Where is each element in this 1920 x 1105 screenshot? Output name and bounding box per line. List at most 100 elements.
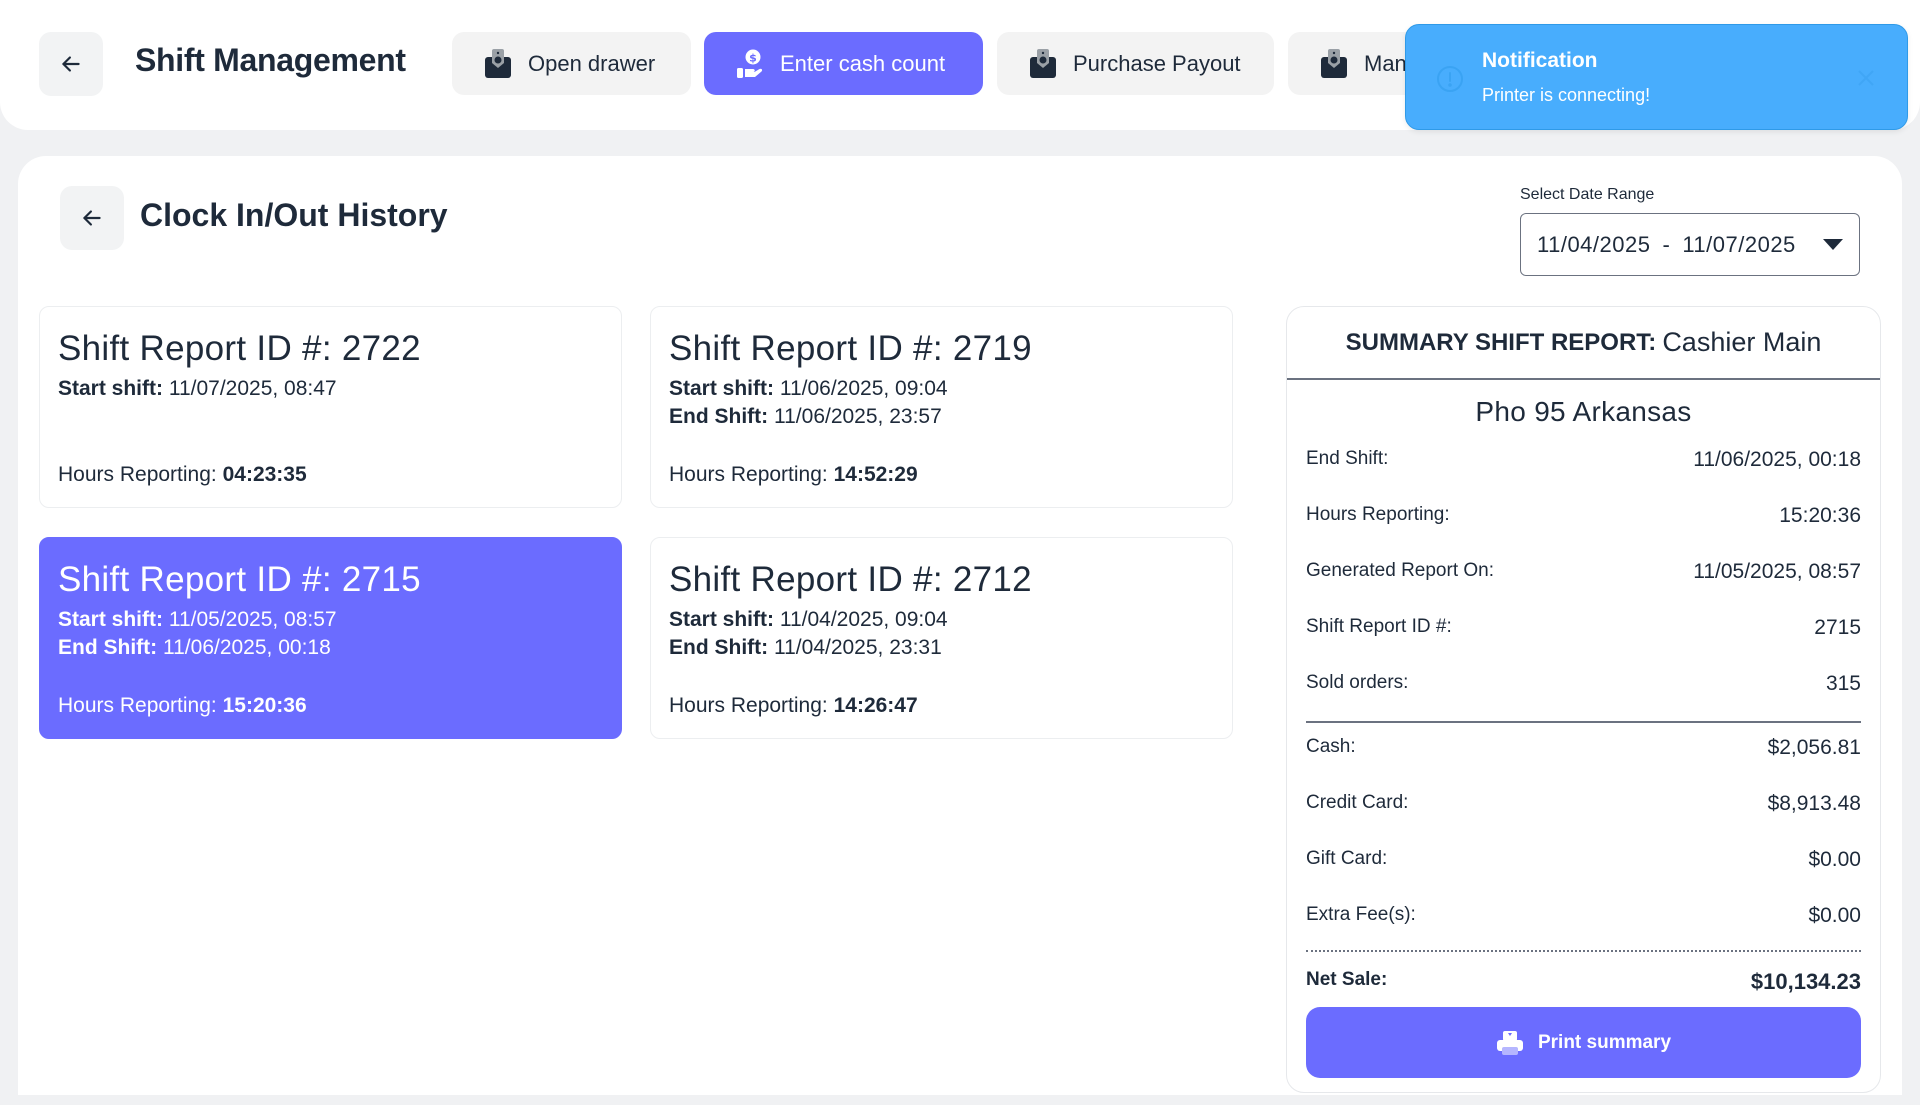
enter-cash-count-button[interactable]: $ Enter cash count (704, 32, 983, 95)
row-value: 15:20:36 (1779, 504, 1861, 527)
date-range-label: Select Date Range (1520, 186, 1655, 203)
shift-card-title: Shift Report ID #: 2722 (58, 329, 421, 368)
summary-row-end-shift: End Shift: 11/06/2025, 00:18 (1306, 448, 1861, 472)
hours-label: Hours Reporting: (669, 463, 828, 486)
drawer-icon (485, 48, 511, 78)
date-range-end: 11/07/2025 (1682, 231, 1796, 257)
summary-row-net-sale: Net Sale: $10,134.23 (1306, 969, 1861, 995)
row-label: Hours Reporting: (1306, 504, 1450, 525)
shift-card-2719[interactable]: Shift Report ID #: 2719 Start shift: 11/… (650, 306, 1233, 508)
purchase-payout-button[interactable]: Purchase Payout (997, 32, 1274, 95)
summary-shift-report: SUMMARY SHIFT REPORT: Cashier Main Pho 9… (1286, 306, 1881, 1093)
start-value: 11/05/2025, 08:57 (168, 608, 337, 631)
history-back-button[interactable] (60, 186, 124, 250)
net-sale-value: $10,134.23 (1750, 969, 1861, 994)
start-value: 11/07/2025, 08:47 (168, 377, 337, 400)
summary-heading-label: SUMMARY SHIFT REPORT: (1345, 328, 1657, 356)
shift-hours-line: Hours Reporting: 15:20:36 (58, 694, 307, 718)
row-label: Generated Report On: (1306, 560, 1494, 581)
end-value: 11/04/2025, 23:31 (774, 636, 942, 659)
cash-hand-icon: $ (737, 49, 763, 78)
shift-hours-line: Hours Reporting: 04:23:35 (58, 463, 307, 487)
shift-end-line: End Shift: 11/06/2025, 00:18 (58, 636, 603, 660)
summary-divider (1306, 721, 1861, 723)
shift-start-line: Start shift: 11/04/2025, 09:04 (669, 608, 1214, 632)
start-label: Start shift: (669, 608, 774, 631)
summary-row-report-id: Shift Report ID #: 2715 (1306, 616, 1861, 640)
notification-title: Notification (1482, 49, 1598, 72)
print-summary-button[interactable]: Print summary (1306, 1007, 1861, 1078)
row-value: 11/06/2025, 00:18 (1693, 448, 1861, 471)
hours-label: Hours Reporting: (58, 463, 217, 486)
hours-label: Hours Reporting: (669, 694, 828, 717)
end-label: End Shift: (669, 636, 769, 659)
shift-end-line: End Shift: 11/04/2025, 23:31 (669, 636, 1214, 660)
row-value: 315 (1825, 672, 1861, 695)
date-range-separator: - (1662, 231, 1671, 257)
summary-row-generated: Generated Report On: 11/05/2025, 08:57 (1306, 560, 1861, 584)
row-value: $2,056.81 (1767, 736, 1861, 759)
start-label: Start shift: (58, 608, 163, 631)
net-sale-label: Net Sale: (1306, 969, 1388, 990)
date-range-select[interactable]: 11/04/2025 - 11/07/2025 (1520, 213, 1860, 276)
open-drawer-button[interactable]: Open drawer (452, 32, 691, 95)
summary-row-cash: Cash: $2,056.81 (1306, 736, 1861, 760)
page-title: Clock In/Out History (140, 197, 448, 233)
summary-row-credit-card: Credit Card: $8,913.48 (1306, 792, 1861, 816)
date-range-start: 11/04/2025 (1537, 231, 1651, 257)
shift-card-title: Shift Report ID #: 2719 (669, 329, 1032, 368)
start-value: 11/04/2025, 09:04 (779, 608, 948, 631)
summary-dotted-divider (1306, 950, 1861, 952)
drawer-icon (1030, 48, 1056, 78)
clock-history-panel: Clock In/Out History Select Date Range 1… (18, 156, 1902, 1095)
row-label: Sold orders: (1306, 672, 1409, 693)
shift-card-2712[interactable]: Shift Report ID #: 2712 Start shift: 11/… (650, 537, 1233, 739)
open-drawer-label: Open drawer (528, 50, 656, 76)
info-circle-icon (1437, 66, 1463, 92)
arrow-left-icon (62, 56, 80, 72)
header-back-button[interactable] (39, 32, 103, 96)
shift-start-line: Start shift: 11/06/2025, 09:04 (669, 377, 1214, 401)
summary-row-extra-fees: Extra Fee(s): $0.00 (1306, 904, 1861, 928)
shift-card-title: Shift Report ID #: 2712 (669, 560, 1032, 599)
shift-start-line: Start shift: 11/05/2025, 08:57 (58, 608, 603, 632)
row-label: End Shift: (1306, 448, 1389, 469)
hours-label: Hours Reporting: (58, 694, 217, 717)
shift-start-line: Start shift: 11/07/2025, 08:47 (58, 377, 603, 401)
row-value: $0.00 (1808, 904, 1861, 927)
hours-value: 14:26:47 (833, 694, 918, 717)
row-label: Credit Card: (1306, 792, 1409, 813)
end-value: 11/06/2025, 23:57 (774, 405, 942, 428)
end-label: End Shift: (58, 636, 158, 659)
arrow-left-icon (83, 210, 101, 226)
hours-value: 15:20:36 (222, 694, 307, 717)
enter-cash-count-label: Enter cash count (780, 50, 946, 76)
printer-icon (1496, 1030, 1523, 1055)
hours-value: 04:23:35 (222, 463, 307, 486)
shift-end-line: End Shift: 11/06/2025, 23:57 (669, 405, 1214, 429)
svg-text:$: $ (749, 51, 757, 64)
summary-row-gift-card: Gift Card: $0.00 (1306, 848, 1861, 872)
row-value: $8,913.48 (1767, 792, 1861, 815)
close-icon[interactable] (1855, 67, 1877, 89)
summary-heading: SUMMARY SHIFT REPORT: Cashier Main (1287, 307, 1880, 380)
start-label: Start shift: (58, 377, 163, 400)
row-label: Gift Card: (1306, 848, 1388, 869)
row-value: $0.00 (1808, 848, 1861, 871)
store-name: Pho 95 Arkansas (1475, 396, 1692, 427)
notification-toast: Notification Printer is connecting! (1405, 24, 1908, 130)
shift-card-2715[interactable]: Shift Report ID #: 2715 Start shift: 11/… (39, 537, 622, 739)
shift-card-title: Shift Report ID #: 2715 (58, 560, 421, 599)
print-summary-label: Print summary (1537, 1031, 1672, 1053)
summary-row-sold-orders: Sold orders: 315 (1306, 672, 1861, 696)
start-label: Start shift: (669, 377, 774, 400)
manage-label: Man (1364, 50, 1407, 76)
purchase-payout-label: Purchase Payout (1073, 50, 1241, 76)
summary-cashier-name: Cashier Main (1662, 327, 1822, 357)
notification-message: Printer is connecting! (1482, 85, 1651, 105)
app-title: Shift Management (135, 42, 406, 78)
caret-down-icon (1823, 239, 1843, 250)
row-label: Extra Fee(s): (1306, 904, 1416, 925)
shift-card-2722[interactable]: Shift Report ID #: 2722 Start shift: 11/… (39, 306, 622, 508)
end-label: End Shift: (669, 405, 769, 428)
